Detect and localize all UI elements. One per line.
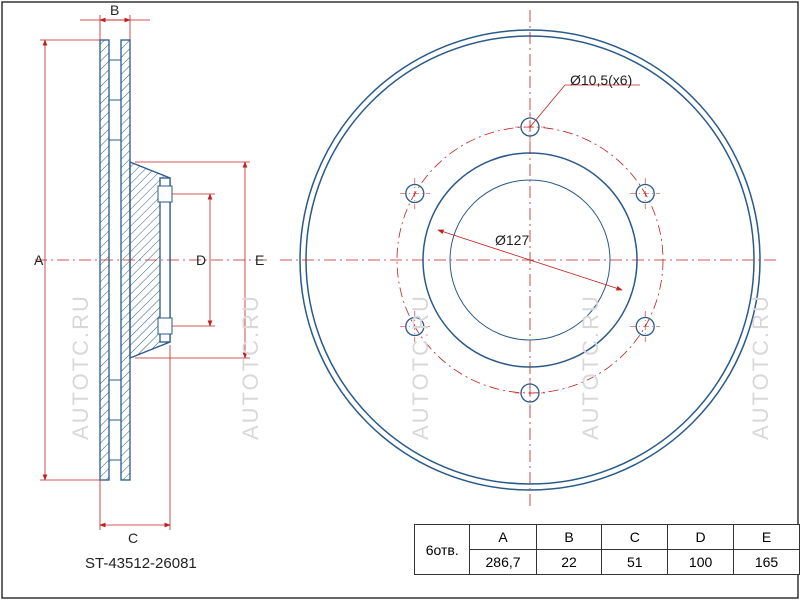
side-section <box>35 40 270 480</box>
table-value-row: 286,7 22 51 100 165 <box>415 550 800 575</box>
dim-label-a: A <box>34 252 43 268</box>
table-row-label: 6отв. <box>415 525 470 575</box>
center-dia-label: Ø127 <box>495 232 529 248</box>
dim-label-c: C <box>128 530 138 546</box>
table-val-b: 22 <box>536 550 602 575</box>
dim-label-e: E <box>255 252 264 268</box>
table-col-e: E <box>734 525 800 550</box>
front-view <box>280 10 780 510</box>
table-val-e: 165 <box>734 550 800 575</box>
table-col-a: A <box>470 525 536 550</box>
table-val-d: 100 <box>668 550 734 575</box>
table-val-c: 51 <box>602 550 668 575</box>
table-val-a: 286,7 <box>470 550 536 575</box>
dimension-table: 6отв. A B C D E 286,7 22 51 100 165 <box>414 524 800 575</box>
table-header-row: 6отв. A B C D E <box>415 525 800 550</box>
technical-drawing-svg <box>0 0 800 600</box>
table-col-d: D <box>668 525 734 550</box>
hole-spec-label: Ø10,5(x6) <box>570 72 632 88</box>
drawing-canvas: A B C D E Ø10,5(x6) Ø127 ST-43512-26081 … <box>0 0 800 600</box>
dim-label-d: D <box>196 252 206 268</box>
table-col-c: C <box>602 525 668 550</box>
part-number: ST-43512-26081 <box>85 555 197 572</box>
table-col-b: B <box>536 525 602 550</box>
dim-label-b: B <box>110 2 119 18</box>
